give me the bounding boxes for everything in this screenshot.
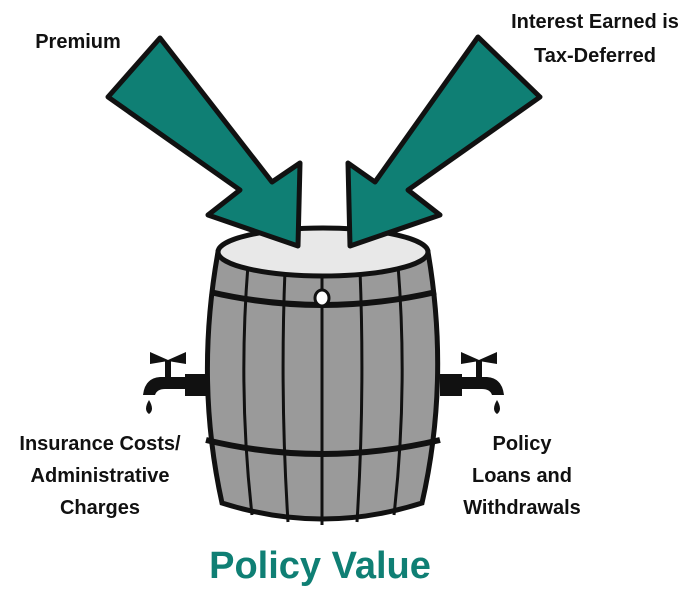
label: Premium bbox=[35, 31, 121, 53]
label: Tax-Deferred bbox=[534, 45, 656, 67]
label: Loans and bbox=[472, 465, 572, 487]
label: Charges bbox=[60, 497, 140, 519]
tap-right bbox=[440, 352, 504, 414]
label: Interest Earned is bbox=[511, 11, 679, 33]
label: Withdrawals bbox=[463, 497, 581, 519]
label: Administrative bbox=[31, 465, 170, 487]
title: Policy Value bbox=[209, 545, 431, 587]
barrel bbox=[206, 228, 440, 525]
tap-left bbox=[143, 352, 207, 414]
page: {"labels": { "premium": ["Premium"], "in… bbox=[0, 0, 691, 592]
diagram: Premium Interest Earned is Tax-Deferred … bbox=[0, 0, 691, 592]
arrow-in-left bbox=[108, 38, 300, 246]
arrow-in-right bbox=[348, 37, 540, 246]
label: Insurance Costs/ bbox=[19, 433, 181, 455]
label: Policy bbox=[493, 433, 553, 455]
